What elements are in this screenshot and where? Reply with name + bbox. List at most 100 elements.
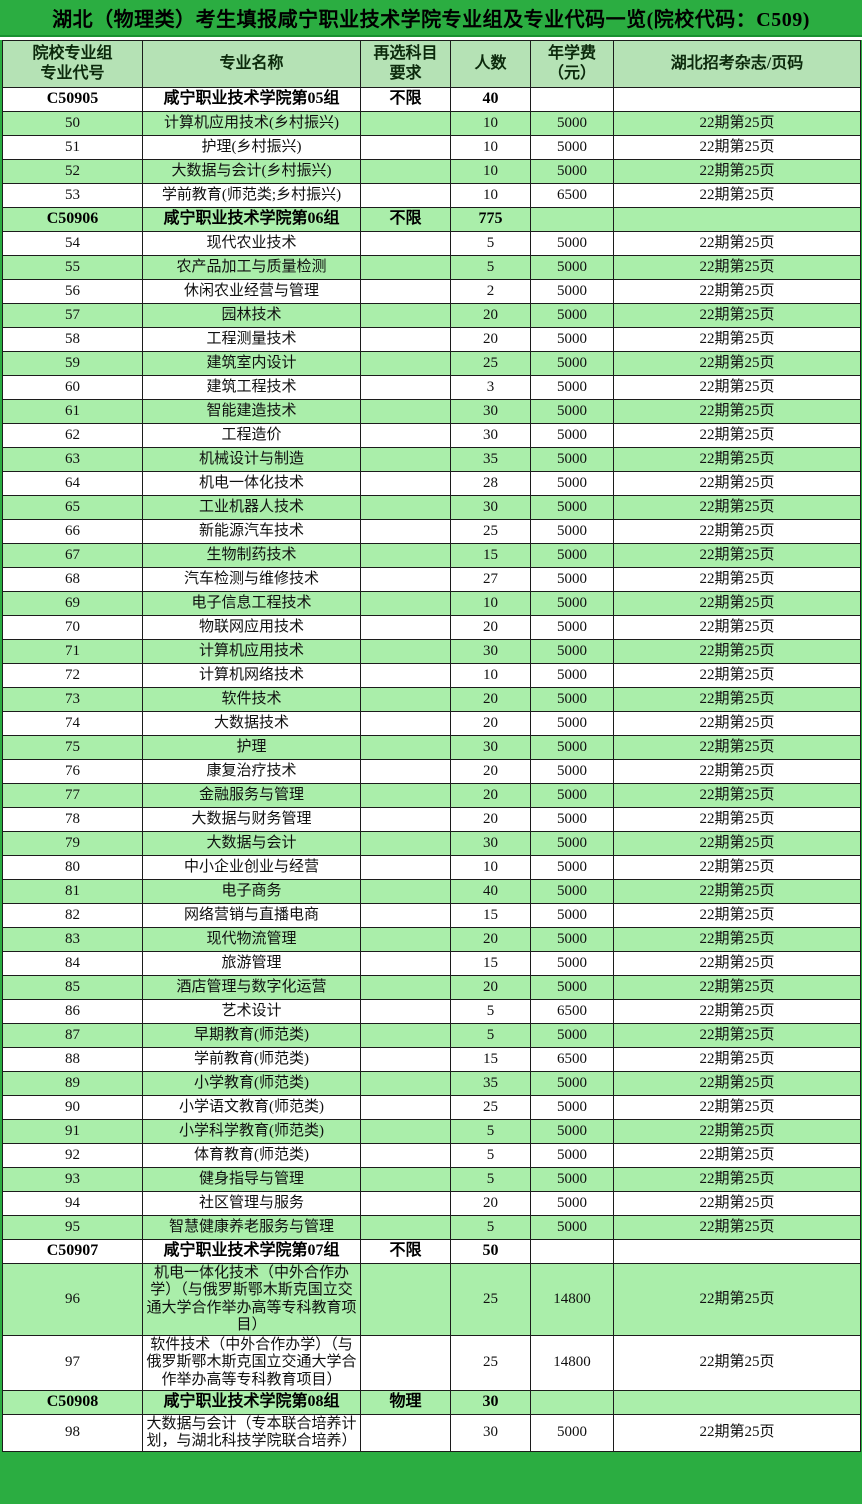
- cell-magazine: 22期第25页: [613, 1095, 861, 1120]
- cell-count: 40: [450, 879, 531, 904]
- cell-code: 77: [2, 783, 143, 808]
- cell-subject: [360, 927, 451, 952]
- cell-subject: [360, 1167, 451, 1192]
- cell-count: 5: [450, 1167, 531, 1192]
- cell-fee: 5000: [530, 159, 614, 184]
- cell-code: 88: [2, 1047, 143, 1072]
- cell-code: 73: [2, 687, 143, 712]
- cell-name: 咸宁职业技术学院第06组: [142, 207, 361, 232]
- cell-fee: 5000: [530, 375, 614, 400]
- cell-code: 75: [2, 735, 143, 760]
- cell-count: 50: [450, 1239, 531, 1264]
- major-row: 69 电子信息工程技术 10 5000 22期第25页: [2, 591, 861, 616]
- cell-magazine: 22期第25页: [613, 135, 861, 160]
- major-row: 70 物联网应用技术 20 5000 22期第25页: [2, 615, 861, 640]
- cell-count: 20: [450, 807, 531, 832]
- cell-subject: [360, 1215, 451, 1240]
- cell-magazine: 22期第25页: [613, 615, 861, 640]
- cell-code: 72: [2, 663, 143, 688]
- cell-code: 90: [2, 1095, 143, 1120]
- major-row: 74 大数据技术 20 5000 22期第25页: [2, 711, 861, 736]
- cell-count: 20: [450, 687, 531, 712]
- cell-fee: 5000: [530, 1023, 614, 1048]
- cell-name: 工业机器人技术: [142, 495, 361, 520]
- cell-code: 92: [2, 1143, 143, 1168]
- cell-fee: 5000: [530, 735, 614, 760]
- major-row: 58 工程测量技术 20 5000 22期第25页: [2, 327, 861, 352]
- major-row: 67 生物制药技术 15 5000 22期第25页: [2, 543, 861, 568]
- cell-count: 30: [450, 831, 531, 856]
- cell-code: 59: [2, 351, 143, 376]
- cell-code: 52: [2, 159, 143, 184]
- cell-name: 电子商务: [142, 879, 361, 904]
- cell-count: 30: [450, 735, 531, 760]
- cell-code: 91: [2, 1119, 143, 1144]
- cell-code: 58: [2, 327, 143, 352]
- major-row: 85 酒店管理与数字化运营 20 5000 22期第25页: [2, 975, 861, 1000]
- cell-fee: 5000: [530, 423, 614, 448]
- group-header-row: C50906 咸宁职业技术学院第06组 不限 775: [2, 207, 861, 232]
- major-row: 88 学前教育(师范类) 15 6500 22期第25页: [2, 1047, 861, 1072]
- cell-magazine: 22期第25页: [613, 1413, 861, 1453]
- cell-fee: 14800: [530, 1263, 614, 1336]
- cell-code: 55: [2, 255, 143, 280]
- cell-count: 15: [450, 543, 531, 568]
- major-row: 92 体育教育(师范类) 5 5000 22期第25页: [2, 1143, 861, 1168]
- cell-name: 康复治疗技术: [142, 759, 361, 784]
- cell-subject: [360, 711, 451, 736]
- cell-code: C50905: [2, 87, 143, 112]
- cell-fee: 5000: [530, 951, 614, 976]
- cell-code: 96: [2, 1263, 143, 1336]
- cell-count: 10: [450, 159, 531, 184]
- cell-magazine: 22期第25页: [613, 495, 861, 520]
- cell-count: 10: [450, 183, 531, 208]
- cell-magazine: 22期第25页: [613, 711, 861, 736]
- cell-subject: [360, 351, 451, 376]
- cell-count: 30: [450, 399, 531, 424]
- major-row: 91 小学科学教育(师范类) 5 5000 22期第25页: [2, 1119, 861, 1144]
- cell-magazine: 22期第25页: [613, 111, 861, 136]
- cell-magazine: 22期第25页: [613, 255, 861, 280]
- cell-fee: 5000: [530, 567, 614, 592]
- cell-subject: [360, 855, 451, 880]
- cell-name: 建筑工程技术: [142, 375, 361, 400]
- group-header-row: C50908 咸宁职业技术学院第08组 物理 30: [2, 1389, 861, 1415]
- major-row: 59 建筑室内设计 25 5000 22期第25页: [2, 351, 861, 376]
- cell-count: 20: [450, 759, 531, 784]
- cell-magazine: 22期第25页: [613, 951, 861, 976]
- cell-fee: 5000: [530, 279, 614, 304]
- cell-code: 54: [2, 231, 143, 256]
- cell-code: 70: [2, 615, 143, 640]
- cell-subject: [360, 519, 451, 544]
- cell-magazine: 22期第25页: [613, 1191, 861, 1216]
- cell-name: 护理: [142, 735, 361, 760]
- major-row: 71 计算机应用技术 30 5000 22期第25页: [2, 639, 861, 664]
- cell-name: 软件技术: [142, 687, 361, 712]
- major-row: 62 工程造价 30 5000 22期第25页: [2, 423, 861, 448]
- cell-name: 机电一体化技术（中外合作办学）（与俄罗斯鄂木斯克国立交通大学合作举办高等专科教育…: [142, 1263, 361, 1336]
- cell-subject: [360, 375, 451, 400]
- cell-name: 大数据与会计（专本联合培养计划，与湖北科技学院联合培养）: [142, 1413, 361, 1453]
- cell-count: 20: [450, 711, 531, 736]
- cell-subject: [360, 231, 451, 256]
- cell-code: 64: [2, 471, 143, 496]
- cell-subject: [360, 399, 451, 424]
- cell-count: 5: [450, 1023, 531, 1048]
- cell-magazine: 22期第25页: [613, 1023, 861, 1048]
- cell-count: 20: [450, 927, 531, 952]
- cell-count: 2: [450, 279, 531, 304]
- cell-subject: [360, 687, 451, 712]
- cell-magazine: 22期第25页: [613, 1143, 861, 1168]
- major-row: 55 农产品加工与质量检测 5 5000 22期第25页: [2, 255, 861, 280]
- cell-magazine: 22期第25页: [613, 159, 861, 184]
- cell-name: 农产品加工与质量检测: [142, 255, 361, 280]
- cell-fee: 5000: [530, 1191, 614, 1216]
- cell-code: 86: [2, 999, 143, 1024]
- cell-subject: [360, 1095, 451, 1120]
- cell-code: 56: [2, 279, 143, 304]
- cell-name: 体育教育(师范类): [142, 1143, 361, 1168]
- cell-magazine: 22期第25页: [613, 663, 861, 688]
- major-row: 89 小学教育(师范类) 35 5000 22期第25页: [2, 1071, 861, 1096]
- cell-code: C50908: [2, 1389, 143, 1415]
- cell-name: 机电一体化技术: [142, 471, 361, 496]
